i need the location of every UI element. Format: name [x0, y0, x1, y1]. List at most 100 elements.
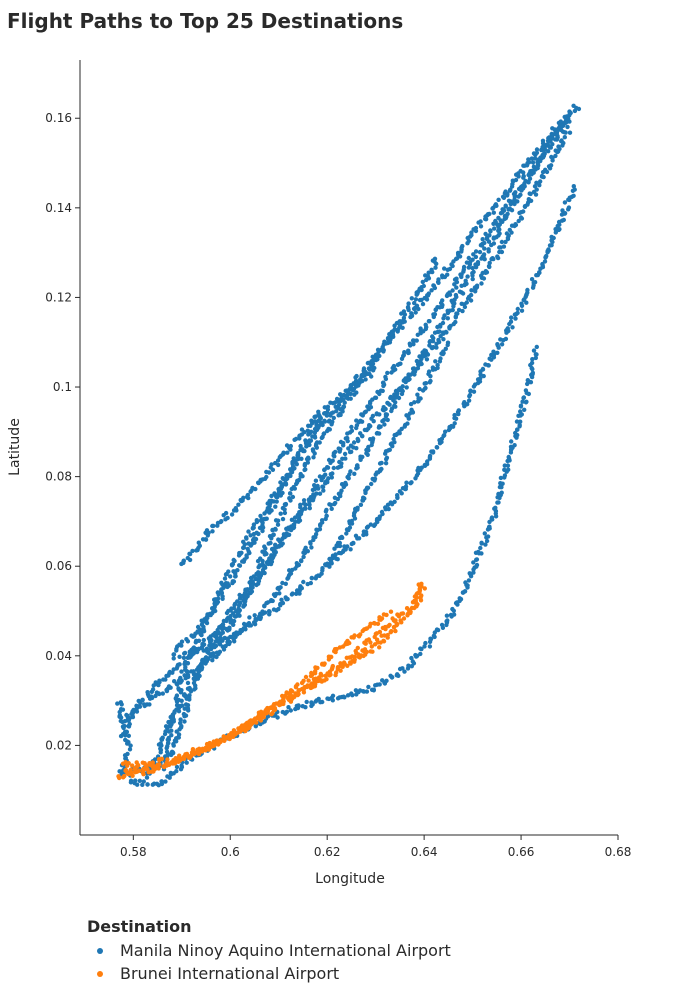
data-point — [353, 533, 359, 538]
data-point — [269, 493, 274, 499]
data-point — [309, 700, 314, 705]
data-point — [489, 515, 495, 520]
data-point — [485, 534, 491, 539]
data-point — [508, 444, 514, 449]
data-point — [407, 341, 412, 346]
legend-item-brunei[interactable]: Brunei International Airport — [87, 962, 451, 985]
data-point — [229, 512, 235, 517]
data-point — [129, 711, 134, 717]
data-point — [248, 623, 254, 628]
data-point — [343, 456, 348, 461]
data-point — [546, 149, 551, 154]
data-point — [348, 383, 353, 388]
data-point — [428, 378, 433, 384]
data-point — [373, 395, 378, 400]
data-point — [474, 283, 480, 288]
data-point — [283, 581, 288, 586]
data-point — [384, 412, 390, 417]
legend-item-manila[interactable]: Manila Ninoy Aquino International Airpor… — [87, 939, 451, 962]
data-point — [354, 418, 359, 423]
data-point — [435, 627, 441, 633]
data-point — [203, 655, 209, 660]
data-point — [562, 130, 567, 135]
data-point — [412, 400, 417, 405]
data-point — [182, 673, 187, 678]
data-point — [296, 703, 301, 708]
data-point — [354, 373, 359, 379]
data-point — [210, 529, 215, 534]
data-point — [122, 729, 128, 734]
data-point — [405, 421, 410, 426]
data-point — [445, 308, 450, 313]
data-point — [497, 245, 502, 250]
data-point — [381, 383, 386, 389]
data-point — [352, 471, 357, 476]
data-point — [296, 477, 302, 483]
data-point — [393, 404, 398, 409]
data-point — [211, 652, 216, 657]
data-point — [361, 495, 366, 500]
data-point — [386, 506, 391, 512]
data-point — [159, 779, 165, 784]
data-point — [548, 145, 553, 150]
data-point — [258, 556, 263, 561]
data-point — [177, 662, 182, 667]
data-point — [184, 637, 189, 642]
data-point — [179, 639, 185, 644]
data-point — [379, 460, 384, 466]
data-point — [215, 520, 221, 526]
data-point — [125, 741, 130, 746]
data-point — [518, 187, 523, 192]
data-point — [441, 349, 446, 354]
data-point — [483, 542, 488, 547]
data-point — [167, 775, 172, 780]
data-point — [514, 419, 520, 424]
data-point — [399, 620, 404, 625]
data-point — [258, 615, 263, 620]
data-point — [320, 484, 325, 489]
data-point — [421, 283, 426, 289]
data-point — [157, 691, 162, 697]
data-point — [130, 773, 135, 778]
data-point — [204, 741, 210, 747]
data-point — [349, 428, 355, 433]
data-point — [377, 412, 382, 417]
data-point — [521, 170, 526, 175]
data-point — [308, 580, 313, 586]
data-point — [512, 194, 517, 199]
data-point — [458, 272, 463, 277]
data-point — [451, 612, 457, 617]
data-point — [382, 339, 387, 344]
data-point — [502, 463, 507, 468]
data-point — [368, 621, 373, 626]
data-point — [567, 113, 572, 118]
data-point — [303, 674, 309, 680]
data-point — [371, 687, 376, 692]
data-point — [201, 627, 206, 632]
data-point — [364, 525, 370, 530]
data-point — [301, 554, 306, 560]
data-point — [518, 419, 523, 424]
data-point — [164, 687, 169, 693]
data-point — [492, 226, 497, 231]
data-point — [536, 157, 541, 162]
data-point — [395, 672, 400, 677]
data-point — [191, 680, 197, 686]
data-point — [308, 673, 314, 679]
data-point — [447, 266, 453, 272]
data-point — [329, 420, 334, 425]
data-point — [256, 570, 261, 575]
data-point — [273, 550, 278, 555]
data-point — [242, 542, 247, 547]
data-point — [487, 211, 492, 217]
data-point — [383, 376, 389, 382]
data-point — [226, 733, 232, 738]
data-point — [419, 361, 424, 367]
data-point — [427, 454, 433, 460]
data-point — [412, 300, 417, 306]
data-point — [256, 578, 262, 584]
data-point — [401, 315, 407, 321]
data-point — [236, 502, 241, 507]
data-point — [150, 687, 156, 692]
data-point — [450, 288, 455, 293]
